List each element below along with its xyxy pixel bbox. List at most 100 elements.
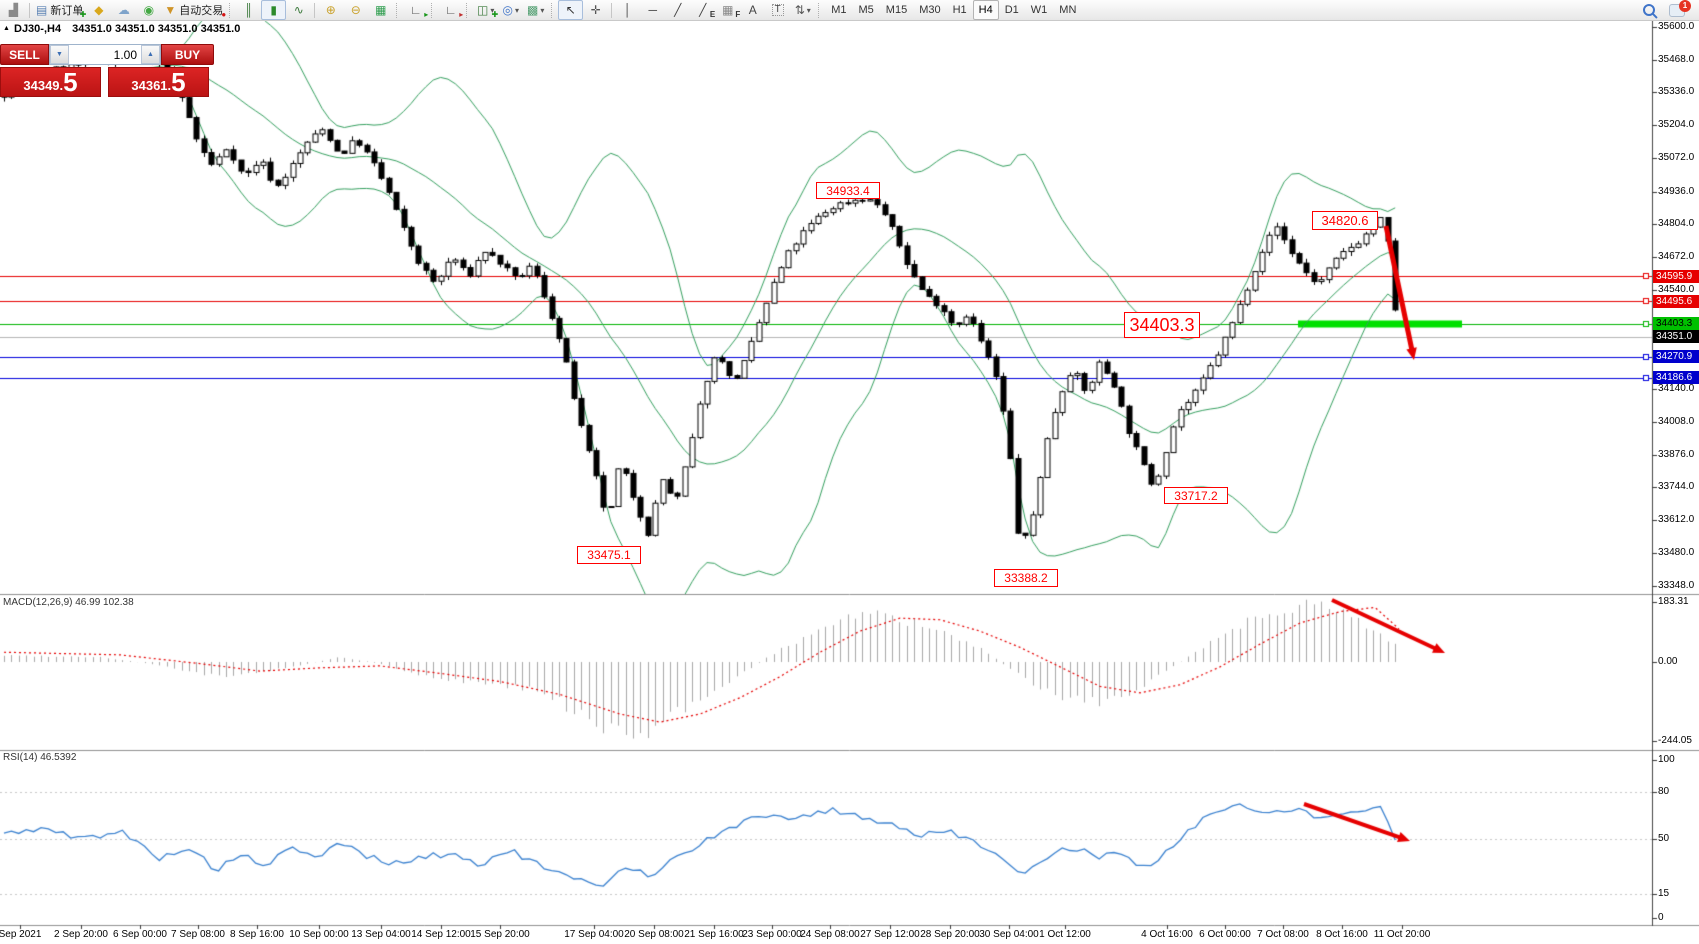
fibonacci-button[interactable]: ▦ F xyxy=(722,3,741,19)
price-axis-tick: 33876.0 xyxy=(1658,448,1695,460)
tile-windows-button[interactable]: ▦ xyxy=(375,3,387,17)
macd-axis-tick: 0.00 xyxy=(1658,656,1678,667)
auto-trading-button-label: 自动交易 xyxy=(179,5,224,17)
buy-price[interactable]: 34361. 5 xyxy=(108,67,209,97)
timeframe-h4-button[interactable]: H4 xyxy=(972,0,999,20)
trendline-button[interactable]: ╱ xyxy=(674,3,682,17)
new-order-button[interactable]: ▤ ✚ 新订单 xyxy=(36,3,87,19)
time-axis-label: 7 Oct 08:00 xyxy=(1257,929,1309,940)
buy-price-dot: . xyxy=(167,77,172,93)
objects-window-button[interactable]: ∟ ▸ xyxy=(444,3,464,19)
search-icon[interactable] xyxy=(1643,4,1655,16)
zoom-out-button[interactable]: ⊖ xyxy=(350,3,361,17)
sell-price-main: 34349 xyxy=(23,77,60,93)
time-axis-label: Sep 2021 xyxy=(0,929,42,940)
timeframe-m30-button[interactable]: M30 xyxy=(919,4,941,16)
timeframe-m1-button[interactable]: M1 xyxy=(831,4,847,16)
arrows-button[interactable]: ⇅ ▾ xyxy=(794,3,811,17)
sell-button[interactable]: SELL xyxy=(0,44,49,65)
price-annotation[interactable]: 34933.4 xyxy=(816,182,880,199)
price-annotation[interactable]: 34403.3 xyxy=(1124,312,1200,338)
volume-increase-button[interactable]: ▲ xyxy=(141,45,160,64)
time-axis-label: 2 Sep 20:00 xyxy=(54,929,108,940)
highlighter-icon[interactable]: ◆ xyxy=(94,3,104,17)
timeframe-m5-button[interactable]: M5 xyxy=(858,4,874,16)
ohlc-values: 34351.0 34351.0 34351.0 34351.0 xyxy=(72,23,241,35)
channel-button[interactable]: ╱ E xyxy=(699,3,716,19)
time-axis-label: 28 Sep 20:00 xyxy=(920,929,980,940)
price-axis-tick: 35204.0 xyxy=(1658,119,1695,131)
chevron-down-icon[interactable]: ▾ xyxy=(514,5,519,15)
time-axis-label: 30 Sep 04:00 xyxy=(979,929,1039,940)
price-line-label: 34270.9 xyxy=(1653,350,1699,364)
add-indicator-button[interactable]: ◫ ✚ ▾ xyxy=(477,3,499,19)
chart-title: DJ30-,H4 34351.0 34351.0 34351.0 34351.0 xyxy=(14,23,240,35)
toolbar-grip xyxy=(229,2,233,18)
toolbar-grip xyxy=(466,2,470,18)
price-line-label: 34351.0 xyxy=(1653,330,1699,344)
timeframe-mn-button[interactable]: MN xyxy=(1059,4,1077,16)
candlestick-button[interactable]: ▮ xyxy=(261,0,287,20)
profile-icon[interactable]: ☁ xyxy=(117,3,130,17)
template-button[interactable]: ▩ ▾ xyxy=(527,3,545,17)
timeframe-h1-button[interactable]: H1 xyxy=(952,4,967,16)
price-annotation[interactable]: 33388.2 xyxy=(994,569,1058,587)
time-axis-label: 8 Sep 16:00 xyxy=(230,929,284,940)
buy-button[interactable]: BUY xyxy=(161,44,214,65)
volume-input[interactable] xyxy=(69,45,141,64)
buy-price-main: 34361 xyxy=(131,77,168,93)
macd-axis-tick: 183.31 xyxy=(1658,596,1689,608)
price-annotation[interactable]: 33717.2 xyxy=(1164,487,1228,504)
signal-icon[interactable]: ◉ xyxy=(143,3,155,17)
chart-corner-icon[interactable]: ▟ xyxy=(8,3,19,17)
vertical-line-button[interactable]: │ xyxy=(623,3,632,17)
toolbar-separator xyxy=(611,2,613,18)
chevron-down-icon[interactable]: ▾ xyxy=(806,5,811,15)
price-axis-tick: 33348.0 xyxy=(1658,579,1695,591)
panel-expander-icon[interactable]: ▲ xyxy=(3,25,10,32)
toolbar-grip xyxy=(551,2,555,18)
time-axis-label: 10 Sep 00:00 xyxy=(289,929,349,940)
period-button[interactable]: ◎ ▾ xyxy=(502,3,519,17)
chevron-down-icon[interactable]: ▾ xyxy=(540,5,545,15)
time-axis-label: 15 Sep 20:00 xyxy=(470,929,530,940)
time-axis-label: 14 Sep 12:00 xyxy=(411,929,471,940)
price-axis-tick: 34008.0 xyxy=(1658,415,1695,427)
price-axis-tick: 35468.0 xyxy=(1658,53,1695,65)
zoom-in-button[interactable]: ⊕ xyxy=(325,3,336,17)
sell-price-pip: 5 xyxy=(63,67,78,98)
buy-price-pip: 5 xyxy=(171,67,186,98)
price-axis-tick: 34140.0 xyxy=(1658,383,1695,395)
indicators-window-button[interactable]: ∟ ▸ xyxy=(409,3,429,19)
time-axis-label: 13 Sep 04:00 xyxy=(351,929,411,940)
symbol-period: DJ30-,H4 xyxy=(14,23,62,35)
text-button[interactable]: A xyxy=(748,3,757,17)
price-annotation[interactable]: 34820.6 xyxy=(1312,211,1378,230)
price-axis-tick: 35072.0 xyxy=(1658,151,1695,163)
line-chart-button[interactable]: ∿ xyxy=(293,3,304,17)
price-line-label: 34595.9 xyxy=(1653,269,1699,283)
label-button[interactable]: T xyxy=(765,0,790,20)
auto-trading-button[interactable]: ▼ ● 自动交易 xyxy=(164,3,227,19)
timeframe-w1-button[interactable]: W1 xyxy=(1030,4,1048,16)
price-axis-tick: 35600.0 xyxy=(1658,21,1695,32)
horizontal-line-button[interactable]: ─ xyxy=(648,3,657,17)
notifications-icon[interactable]: 1 xyxy=(1669,0,1691,17)
timeframe-d1-button[interactable]: D1 xyxy=(1004,4,1019,16)
macd-axis-tick: -244.05 xyxy=(1658,735,1692,747)
rsi-axis-tick: 100 xyxy=(1658,754,1675,765)
price-axis-tick: 34804.0 xyxy=(1658,218,1695,230)
cursor-button[interactable]: ↖ xyxy=(558,0,584,20)
chevron-down-icon[interactable]: ▾ xyxy=(490,5,495,15)
crosshair-button[interactable]: ✛ xyxy=(590,3,601,17)
time-axis-label: 7 Sep 08:00 xyxy=(171,929,225,940)
rsi-axis-tick: 0 xyxy=(1658,912,1664,923)
volume-decrease-button[interactable]: ▼ xyxy=(50,45,69,64)
toolbar-grip xyxy=(431,2,435,18)
price-line-label: 34403.3 xyxy=(1653,317,1699,331)
sell-price[interactable]: 34349. 5 xyxy=(0,67,101,97)
timeframe-m15-button[interactable]: M15 xyxy=(885,4,908,16)
price-annotation[interactable]: 33475.1 xyxy=(577,546,641,564)
bar-chart-button[interactable]: ║ xyxy=(244,3,253,17)
